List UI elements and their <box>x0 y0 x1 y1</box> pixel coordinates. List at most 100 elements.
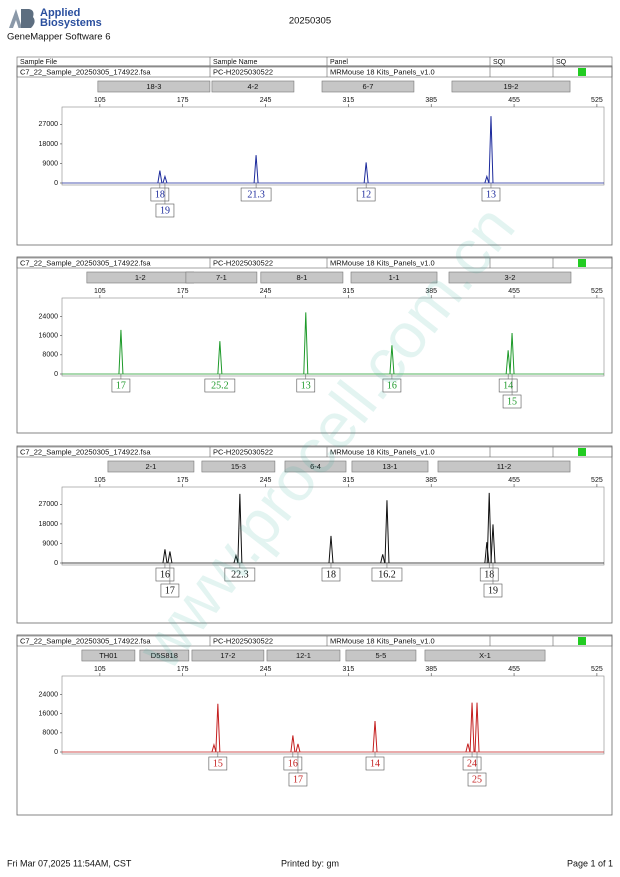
allele-box <box>483 583 503 598</box>
marker-bin <box>201 460 276 473</box>
software-name: GeneMapper Software 6 <box>7 32 111 43</box>
allele-box <box>208 756 228 771</box>
allele-box <box>371 567 403 582</box>
peak <box>290 735 296 753</box>
y-tick-label: 9000 <box>42 540 58 547</box>
allele-label: 15 <box>507 396 517 407</box>
marker-name: 3-2 <box>505 273 516 282</box>
allele-box <box>296 378 316 393</box>
marker-name: 6-4 <box>310 462 321 471</box>
panel-name: MRMouse 18 Kits_Panels_v1.0 <box>330 258 435 267</box>
x-tick-label: 525 <box>591 97 603 104</box>
peak <box>372 721 378 753</box>
peak <box>157 170 163 184</box>
allele-label: 25.2 <box>211 380 229 391</box>
peak <box>484 174 490 184</box>
marker-bin <box>345 649 417 662</box>
x-tick-label: 455 <box>508 97 520 104</box>
marker-bin <box>448 271 572 284</box>
x-tick-label: 105 <box>94 97 106 104</box>
panel-frame <box>16 256 613 434</box>
allele-box <box>365 756 385 771</box>
peak <box>469 702 475 753</box>
panel: C7_22_Sample_20250305_174922.fsa PC-H2025… <box>16 65 613 246</box>
x-tick-label: 385 <box>425 288 437 295</box>
y-tick-label: 24000 <box>39 691 59 698</box>
y-tick-label: 8000 <box>42 730 58 737</box>
marker-name: 5-5 <box>376 651 387 660</box>
allele-box <box>111 378 131 393</box>
logo-icon <box>9 9 35 28</box>
allele-label: 19 <box>488 585 498 596</box>
y-tick-label: 16000 <box>39 710 59 717</box>
allele-box <box>240 187 272 202</box>
allele-label: 18 <box>155 189 165 200</box>
x-tick-label: 385 <box>425 477 437 484</box>
plot-frame <box>61 297 605 377</box>
sq-flag <box>578 637 586 645</box>
marker-name: 8-1 <box>296 273 307 282</box>
marker-bin <box>424 649 546 662</box>
y-tick-label: 16000 <box>39 332 59 339</box>
x-tick-label: 105 <box>94 477 106 484</box>
allele-label: 17 <box>116 380 126 391</box>
y-tick-label: 27000 <box>39 501 59 508</box>
marker-bin <box>211 80 295 93</box>
panel: C7_22_Sample_20250305_174922.fsa PC-H2025… <box>16 634 613 816</box>
marker-name: 15-3 <box>231 462 246 471</box>
marker-name: 18-3 <box>146 82 161 91</box>
peak <box>488 116 494 184</box>
panel: C7_22_Sample_20250305_174922.fsa PC-H2025… <box>16 256 613 434</box>
allele-box <box>479 567 499 582</box>
sample-file: C7_22_Sample_20250305_174922.fsa <box>20 447 151 456</box>
column-title: SQ <box>556 59 567 66</box>
peak <box>490 524 496 564</box>
peak <box>484 542 490 564</box>
marker-bin <box>107 460 195 473</box>
allele-label: 18 <box>484 569 494 580</box>
marker-name: 1-2 <box>135 273 146 282</box>
marker-bin <box>350 271 438 284</box>
x-tick-label: 385 <box>425 97 437 104</box>
allele-label: 16 <box>288 758 298 769</box>
allele-box <box>498 378 518 393</box>
allele-label: 16 <box>387 380 397 391</box>
marker-name: TH01 <box>99 651 117 660</box>
marker-name: 1-1 <box>389 273 400 282</box>
report-date: 20250305 <box>289 16 331 27</box>
marker-bin <box>81 649 136 662</box>
allele-label: 22.3 <box>231 569 249 580</box>
sample-name: PC-H2025030522 <box>213 636 273 645</box>
peak <box>328 535 334 564</box>
peak <box>211 742 217 753</box>
allele-box <box>321 567 341 582</box>
allele-label: 19 <box>160 205 170 216</box>
x-tick-label: 245 <box>260 666 272 673</box>
sample-name: PC-H2025030522 <box>213 447 273 456</box>
panel-frame <box>16 65 613 246</box>
marker-bin <box>260 271 344 284</box>
peak <box>162 549 168 564</box>
info-row <box>16 446 613 458</box>
marker-bin <box>139 649 190 662</box>
column-header <box>16 56 613 67</box>
x-tick-label: 385 <box>425 666 437 673</box>
marker-bin <box>451 80 571 93</box>
peak <box>237 493 243 564</box>
printed-by: Printed by: gm <box>281 858 339 868</box>
marker-name: 12-1 <box>296 651 311 660</box>
marker-name: 4-2 <box>248 82 259 91</box>
x-tick-label: 245 <box>260 288 272 295</box>
peak <box>380 554 386 564</box>
allele-label: 13 <box>486 189 496 200</box>
marker-bin <box>266 649 341 662</box>
marker-name: 2-1 <box>146 462 157 471</box>
x-tick-label: 175 <box>177 477 189 484</box>
allele-box <box>288 772 308 787</box>
peak <box>215 703 221 753</box>
logo-text: Biosystems <box>40 17 102 29</box>
allele-box <box>204 378 236 393</box>
sq-flag <box>578 448 586 456</box>
allele-label: 15 <box>213 758 223 769</box>
